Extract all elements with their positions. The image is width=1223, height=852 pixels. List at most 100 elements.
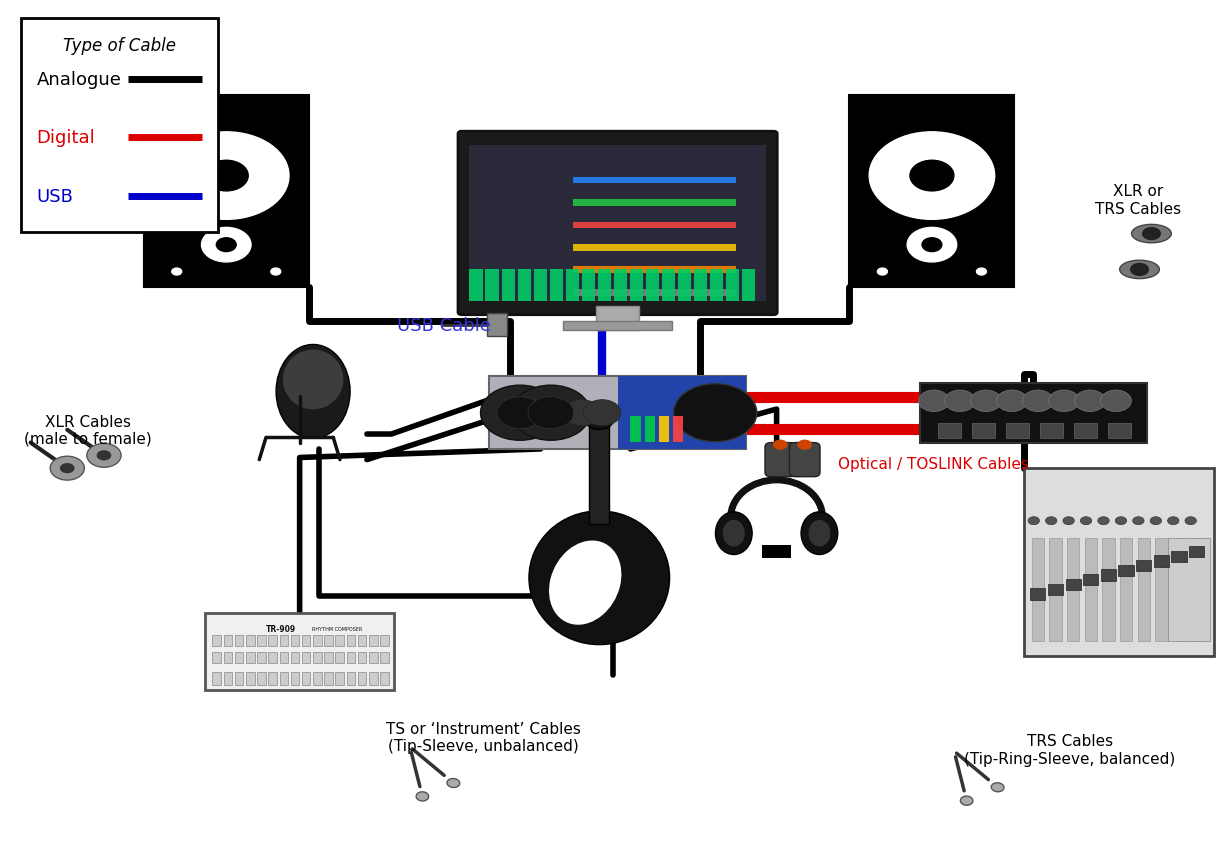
FancyBboxPatch shape [741, 270, 755, 302]
Circle shape [1075, 390, 1106, 412]
Circle shape [674, 384, 757, 442]
FancyBboxPatch shape [280, 671, 289, 686]
FancyBboxPatch shape [246, 635, 254, 647]
FancyBboxPatch shape [224, 652, 232, 663]
Ellipse shape [87, 444, 121, 468]
FancyBboxPatch shape [144, 96, 308, 288]
FancyBboxPatch shape [224, 671, 232, 686]
FancyBboxPatch shape [213, 635, 221, 647]
FancyBboxPatch shape [598, 270, 612, 302]
Ellipse shape [1120, 261, 1159, 279]
Circle shape [971, 390, 1002, 412]
FancyBboxPatch shape [313, 671, 322, 686]
Circle shape [773, 440, 788, 450]
Circle shape [511, 386, 591, 440]
FancyBboxPatch shape [618, 377, 746, 450]
FancyBboxPatch shape [313, 635, 322, 647]
FancyBboxPatch shape [1190, 538, 1203, 641]
FancyBboxPatch shape [302, 671, 311, 686]
FancyBboxPatch shape [235, 671, 243, 686]
FancyBboxPatch shape [369, 671, 378, 686]
FancyBboxPatch shape [645, 417, 654, 442]
Circle shape [563, 400, 600, 426]
Circle shape [1168, 517, 1179, 525]
FancyBboxPatch shape [1153, 556, 1169, 567]
FancyBboxPatch shape [574, 177, 736, 184]
FancyBboxPatch shape [693, 270, 707, 302]
Circle shape [204, 161, 248, 192]
FancyBboxPatch shape [459, 132, 778, 315]
FancyBboxPatch shape [673, 417, 684, 442]
FancyBboxPatch shape [972, 424, 996, 439]
FancyBboxPatch shape [1030, 589, 1046, 600]
FancyBboxPatch shape [533, 270, 547, 302]
FancyBboxPatch shape [324, 652, 333, 663]
FancyBboxPatch shape [335, 671, 344, 686]
FancyBboxPatch shape [1074, 424, 1097, 439]
FancyBboxPatch shape [1032, 538, 1044, 641]
FancyBboxPatch shape [291, 671, 300, 686]
FancyBboxPatch shape [574, 222, 736, 229]
Circle shape [797, 440, 812, 450]
Circle shape [1130, 263, 1150, 277]
FancyBboxPatch shape [268, 635, 276, 647]
FancyBboxPatch shape [380, 635, 389, 647]
Text: XLR or
TRS Cables: XLR or TRS Cables [1095, 184, 1180, 216]
FancyBboxPatch shape [614, 270, 627, 302]
Text: USB: USB [37, 187, 73, 205]
FancyBboxPatch shape [678, 270, 691, 302]
Circle shape [907, 228, 956, 262]
Ellipse shape [808, 521, 830, 547]
FancyBboxPatch shape [938, 424, 961, 439]
FancyBboxPatch shape [257, 671, 265, 686]
FancyBboxPatch shape [346, 652, 355, 663]
FancyBboxPatch shape [1156, 538, 1168, 641]
FancyBboxPatch shape [849, 96, 1015, 288]
Ellipse shape [416, 792, 428, 801]
FancyBboxPatch shape [358, 671, 367, 686]
FancyBboxPatch shape [486, 270, 499, 302]
FancyBboxPatch shape [1120, 538, 1132, 641]
FancyBboxPatch shape [369, 652, 378, 663]
Text: TRS Cables
(Tip-Ring-Sleeve, balanced): TRS Cables (Tip-Ring-Sleeve, balanced) [965, 734, 1175, 766]
Ellipse shape [801, 512, 838, 555]
Ellipse shape [283, 350, 344, 410]
FancyBboxPatch shape [517, 270, 531, 302]
Circle shape [497, 397, 543, 429]
Circle shape [1080, 517, 1092, 525]
Circle shape [1098, 517, 1109, 525]
FancyBboxPatch shape [1065, 579, 1081, 590]
FancyBboxPatch shape [1102, 538, 1114, 641]
FancyBboxPatch shape [280, 652, 289, 663]
FancyBboxPatch shape [346, 671, 355, 686]
FancyBboxPatch shape [380, 652, 389, 663]
FancyBboxPatch shape [280, 635, 289, 647]
FancyBboxPatch shape [268, 652, 276, 663]
Ellipse shape [723, 521, 745, 547]
Circle shape [1029, 517, 1040, 525]
FancyBboxPatch shape [709, 270, 723, 302]
Circle shape [870, 133, 994, 220]
FancyBboxPatch shape [589, 423, 609, 525]
FancyBboxPatch shape [596, 306, 640, 330]
Ellipse shape [549, 541, 621, 625]
FancyBboxPatch shape [646, 270, 659, 302]
Text: Type of Cable: Type of Cable [62, 37, 176, 55]
FancyBboxPatch shape [582, 270, 596, 302]
FancyBboxPatch shape [380, 671, 389, 686]
Circle shape [918, 390, 949, 412]
FancyBboxPatch shape [205, 613, 394, 690]
FancyBboxPatch shape [369, 635, 378, 647]
FancyBboxPatch shape [1068, 538, 1080, 641]
Text: TR-909: TR-909 [265, 625, 296, 633]
FancyBboxPatch shape [335, 652, 344, 663]
Circle shape [60, 463, 75, 474]
FancyBboxPatch shape [662, 270, 675, 302]
Circle shape [1150, 517, 1162, 525]
FancyBboxPatch shape [1172, 551, 1186, 562]
FancyBboxPatch shape [1025, 469, 1214, 656]
FancyBboxPatch shape [565, 270, 578, 302]
FancyBboxPatch shape [213, 652, 221, 663]
FancyBboxPatch shape [762, 545, 791, 558]
Ellipse shape [528, 511, 670, 645]
